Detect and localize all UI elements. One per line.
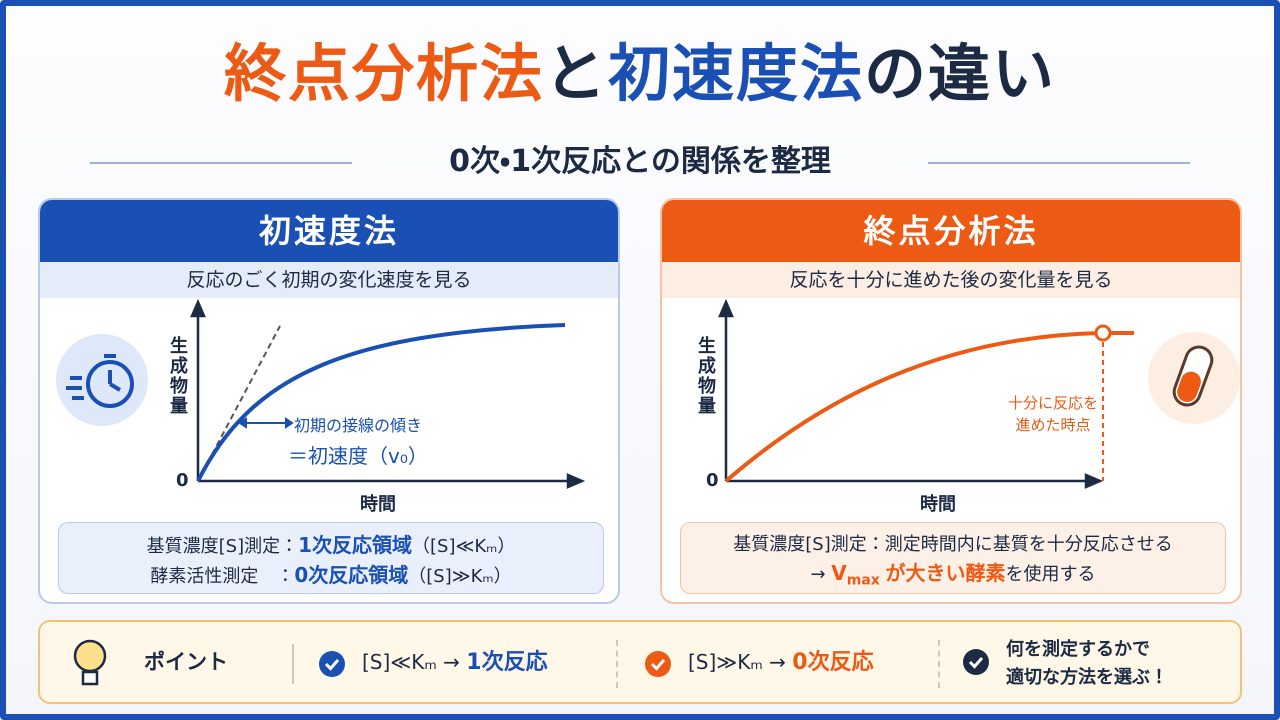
title-part: 終点分析法 [223, 37, 544, 110]
note-em: max [846, 572, 880, 589]
panel: 終点分析法 反応を十分に進めた後の変化量を見る 生成物量 0 時間 十分に反応を… [660, 198, 1242, 604]
point-item: [S]≫Kₘ → 0次反応 [688, 620, 874, 705]
check-icon [319, 651, 345, 677]
subtitle: 0次・1次反応との関係を整理 [449, 144, 831, 179]
note-text: （[S]≫Kₘ） [408, 566, 512, 587]
note-box: 基質濃度[S]測定：1次反応領域（[S]≪Kₘ） 酵素活性測定 ：0次反応領域（… [58, 522, 604, 594]
point-text: 適切な方法を選ぶ！ [1006, 667, 1168, 688]
point-label: ポイント [144, 650, 228, 674]
point-item: 何を測定するかで 適切な方法を選ぶ！ [1006, 636, 1168, 692]
note-em: 1次反応領域 [298, 533, 413, 557]
y-label: 生成物量 [695, 336, 716, 416]
point-em: 0次反応 [792, 650, 874, 675]
separator [292, 644, 294, 684]
panel-summary: 反応を十分に進めた後の変化量を見る [662, 262, 1240, 298]
annotation-line: 十分に反応を [1007, 394, 1098, 412]
note-text: 基質濃度[S]測定： [146, 536, 299, 557]
note-em: V [831, 561, 847, 585]
note-line: 基質濃度[S]測定：測定時間内に基質を十分反応させる [733, 534, 1173, 555]
check-icon [963, 649, 989, 675]
title-part: 初速度法 [608, 37, 865, 110]
x-label: 時間 [920, 494, 956, 515]
divider [90, 162, 352, 164]
separator [616, 640, 618, 688]
annotation-arrow [238, 417, 294, 429]
note-text: （[S]≪Kₘ） [412, 536, 516, 557]
title: 終点分析法と初速度法の違い [6, 34, 1274, 114]
note-line: 基質濃度[S]測定：1次反応領域（[S]≪Kₘ） [59, 531, 603, 561]
chart [718, 298, 1240, 489]
title-part: と [543, 37, 608, 110]
point-item: [S]≪Kₘ → 1次反応 [362, 620, 548, 705]
note-em: が大きい酵素 [885, 561, 1006, 585]
panel-summary: 反応のごく初期の変化速度を見る [40, 262, 618, 298]
axes [718, 298, 1104, 489]
check-icon [645, 651, 671, 677]
note-text: 酵素活性測定 ： [150, 566, 295, 587]
point-text: [S]≪Kₘ → [362, 650, 467, 674]
test-tube-icon [1172, 345, 1214, 407]
separator [938, 640, 940, 688]
icon-bg [56, 334, 148, 426]
origin: 0 [176, 470, 189, 491]
stopwatch-icon [66, 354, 134, 408]
panel-title: 終点分析法 [662, 200, 1240, 262]
origin: 0 [706, 470, 719, 491]
y-label: 生成物量 [167, 336, 188, 416]
point-em: 1次反応 [466, 650, 548, 675]
note-text: → [810, 564, 832, 585]
axes [190, 298, 586, 489]
curve [196, 323, 566, 482]
chart [56, 298, 586, 489]
panel-title: 初速度法 [40, 200, 618, 262]
title-part: の違い [864, 37, 1057, 110]
panel: 初速度法 反応のごく初期の変化速度を見る 生成物量 0 時間 初期の接線の傾き … [38, 198, 620, 604]
end-point [1094, 324, 1112, 342]
point-text: 何を測定するかで [1006, 639, 1150, 660]
note-line: → Vmax が大きい酵素を使用する [681, 559, 1225, 595]
point-text: [S]≫Kₘ → [688, 650, 793, 674]
note-box: 基質濃度[S]測定：測定時間内に基質を十分反応させる → Vmax が大きい酵素… [680, 522, 1226, 594]
divider [928, 162, 1190, 164]
bulb-icon [73, 639, 107, 686]
point-bar: ポイント [S]≪Kₘ → 1次反応 [S]≫Kₘ → 0次反応 何を測定するか… [38, 620, 1242, 704]
note-text: を使用する [1005, 564, 1096, 585]
annotation-line: 進めた時点 [1015, 416, 1091, 434]
note-line: 酵素活性測定 ：0次反応領域（[S]≫Kₘ） [59, 561, 603, 591]
x-label: 時間 [360, 494, 396, 515]
curve [724, 331, 1134, 483]
annotation: 十分に反応を 進めた時点 [998, 392, 1108, 436]
note-em: 0次反応領域 [294, 563, 409, 587]
annotation: ＝初速度（v₀） [288, 444, 428, 468]
annotation: 初期の接線の傾き [294, 416, 423, 435]
